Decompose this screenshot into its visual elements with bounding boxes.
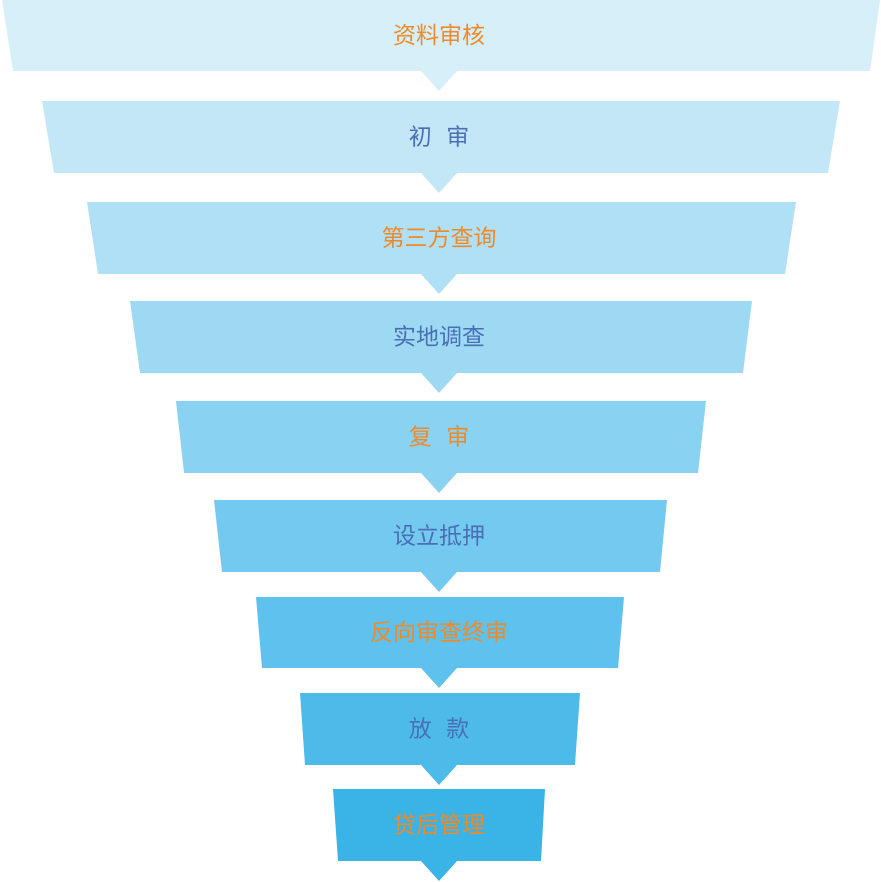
funnel-stage-label: 初 审 [409, 125, 470, 151]
funnel-stage: 第三方查询 [87, 202, 796, 294]
funnel-stage: 复 审 [176, 401, 706, 493]
funnel-stage-label: 资料审核 [393, 23, 485, 49]
funnel-stage-label: 第三方查询 [382, 226, 497, 252]
funnel-stage: 放 款 [300, 693, 580, 785]
funnel-stage-label: 设立抵押 [393, 524, 485, 550]
funnel-stage-shape [300, 693, 580, 785]
funnel-stage-shape [333, 789, 545, 881]
funnel-stage: 贷后管理 [333, 789, 545, 881]
funnel-stage: 设立抵押 [214, 500, 667, 592]
funnel-stage-shape [87, 202, 796, 294]
funnel-stage: 初 审 [42, 101, 840, 193]
funnel-stage-label: 实地调查 [393, 325, 485, 351]
funnel-stage: 实地调查 [130, 301, 752, 393]
funnel-stage-label: 反向审查终审 [370, 620, 508, 646]
funnel-stage-shape [2, 0, 880, 91]
funnel-stage-label: 复 审 [409, 425, 470, 451]
funnel-stage-shape [130, 301, 752, 393]
funnel-stage-label: 贷后管理 [393, 813, 485, 839]
funnel-stage-shape [176, 401, 706, 493]
funnel-stage-label: 放 款 [409, 717, 470, 743]
funnel-stage-shape [256, 597, 624, 688]
funnel-stage: 资料审核 [2, 0, 880, 91]
funnel-stage: 反向审查终审 [256, 597, 624, 688]
funnel-stage-shape [42, 101, 840, 193]
funnel-stage-shape [214, 500, 667, 592]
